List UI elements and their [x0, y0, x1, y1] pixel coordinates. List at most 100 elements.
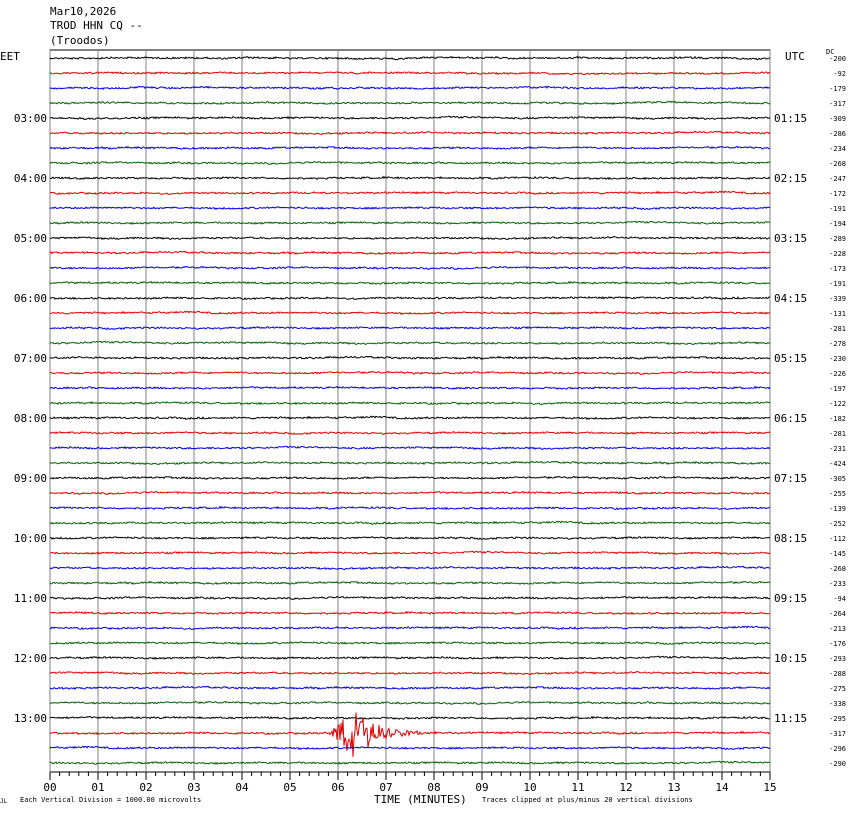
- dc-offset-value: -191: [829, 280, 846, 288]
- dc-offset-value: -179: [829, 85, 846, 93]
- dc-offset-value: -252: [829, 520, 846, 528]
- seismic-trace: [49, 325, 771, 331]
- dc-offset-value: -122: [829, 400, 846, 408]
- left-hour-label: 04:00: [14, 172, 47, 185]
- dc-offset-value: -92: [833, 70, 846, 78]
- dc-offset-value: -112: [829, 535, 846, 543]
- right-hour-label: 03:15: [774, 232, 807, 245]
- record-date: Mar10,2026: [50, 5, 117, 18]
- seismic-trace: [49, 190, 771, 196]
- dc-offset-value: -317: [829, 730, 846, 738]
- dc-offset-value: -286: [829, 130, 846, 138]
- footer-mark: JL: [0, 798, 8, 805]
- left-hour-label: 11:00: [14, 592, 47, 605]
- x-tick-label: 11: [571, 781, 584, 794]
- seismic-trace: [49, 370, 771, 376]
- dc-offset-value: -309: [829, 115, 846, 123]
- dc-offset-value: -228: [829, 250, 846, 258]
- plot-frame: [49, 49, 771, 773]
- seismic-trace: [49, 460, 771, 466]
- x-tick-label: 06: [331, 781, 344, 794]
- seismic-trace: [49, 206, 771, 211]
- x-tick-label: 09: [475, 781, 488, 794]
- right-hour-label: 04:15: [774, 292, 807, 305]
- seismic-trace: [49, 280, 771, 285]
- dc-offset-value: -176: [829, 640, 846, 648]
- seismic-trace: [49, 520, 771, 525]
- seismic-trace: [49, 100, 771, 106]
- seismic-trace: [49, 415, 771, 421]
- dc-offset-value: -233: [829, 580, 846, 588]
- left-timezone-label: EET: [0, 50, 20, 63]
- seismic-trace: [49, 655, 771, 661]
- seismic-trace: [49, 385, 771, 390]
- dc-offset-value: -268: [829, 160, 846, 168]
- dc-offset-value: -172: [829, 190, 846, 198]
- dc-offset-heading: DC: [826, 48, 835, 56]
- vertical-division-note: Each Vertical Division = 1000.00 microvo…: [20, 796, 202, 804]
- seismic-trace: [49, 175, 771, 181]
- dc-offset-value: -264: [829, 610, 846, 618]
- seismic-trace: [49, 536, 771, 541]
- seismic-trace: [49, 625, 771, 631]
- dc-offset-value: -424: [829, 460, 846, 468]
- dc-offset-value: -288: [829, 670, 846, 678]
- seismic-trace: [49, 595, 771, 601]
- x-tick-label: 04: [235, 781, 249, 794]
- seismic-trace: [49, 745, 771, 751]
- dc-offset-value: -338: [829, 700, 846, 708]
- right-hour-label: 09:15: [774, 592, 807, 605]
- dc-offset-value: -293: [829, 655, 846, 663]
- dc-offset-value: -131: [829, 310, 846, 318]
- x-tick-label: 13: [667, 781, 680, 794]
- right-hour-label: 08:15: [774, 532, 807, 545]
- seismic-trace: [49, 145, 771, 151]
- seismic-trace: [49, 700, 771, 706]
- left-hour-label: 13:00: [14, 712, 47, 725]
- dc-offset-value: -139: [829, 505, 846, 513]
- dc-offset-value: -213: [829, 625, 846, 633]
- dc-offset-value: -281: [829, 430, 846, 438]
- x-tick-label: 15: [763, 781, 776, 794]
- x-tick-label: 05: [283, 781, 296, 794]
- right-hour-label: 01:15: [774, 112, 807, 125]
- dc-offset-value: -145: [829, 550, 846, 558]
- seismic-trace: [49, 712, 771, 757]
- seismic-trace: [49, 431, 771, 436]
- dc-offset-value: -234: [829, 145, 846, 153]
- dc-offset-value: -296: [829, 745, 846, 753]
- x-tick-label: 12: [619, 781, 632, 794]
- dc-offset-value: -290: [829, 760, 846, 768]
- seismic-trace: [49, 565, 771, 571]
- x-tick-label: 03: [187, 781, 200, 794]
- seismic-trace: [49, 71, 771, 76]
- dc-offset-value: -255: [829, 490, 846, 498]
- seismic-trace: [49, 715, 771, 720]
- dc-offset-value: -226: [829, 370, 846, 378]
- left-hour-label: 07:00: [14, 352, 47, 365]
- clipping-note: Traces clipped at plus/minus 20 vertical…: [482, 796, 693, 804]
- dc-offset-value: -275: [829, 685, 846, 693]
- left-hour-label: 06:00: [14, 292, 47, 305]
- seismic-trace: [49, 85, 770, 91]
- right-hour-label: 07:15: [774, 472, 807, 485]
- left-hour-label: 03:00: [14, 112, 47, 125]
- dc-offset-value: -191: [829, 205, 846, 213]
- x-tick-label: 14: [715, 781, 729, 794]
- seismic-trace: [49, 475, 771, 481]
- right-hour-label: 02:15: [774, 172, 807, 185]
- dc-offset-value: -289: [829, 235, 846, 243]
- x-axis-title: TIME (MINUTES): [374, 793, 467, 806]
- x-tick-label: 10: [523, 781, 536, 794]
- left-hour-label: 08:00: [14, 412, 47, 425]
- seismic-trace: [49, 760, 771, 766]
- x-tick-label: 08: [427, 781, 440, 794]
- x-tick-label: 01: [91, 781, 104, 794]
- right-hour-label: 05:15: [774, 352, 807, 365]
- left-hour-label: 10:00: [14, 532, 47, 545]
- seismic-trace: [49, 550, 771, 556]
- dc-offset-value: -317: [829, 100, 846, 108]
- dc-offset-value: -94: [833, 595, 846, 603]
- dc-offset-value: -173: [829, 265, 846, 273]
